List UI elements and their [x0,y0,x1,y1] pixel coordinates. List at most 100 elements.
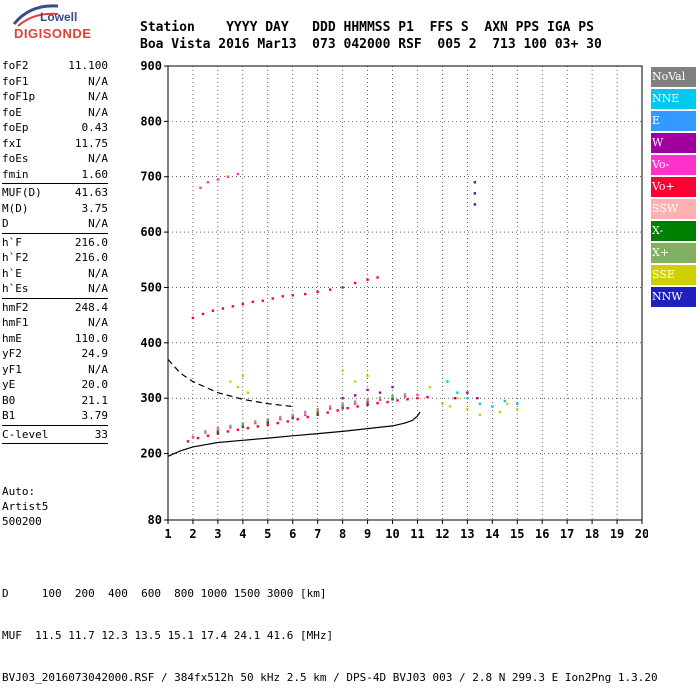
header-field-values: Boa Vista 2016 Mar13 073 042000 RSF 005 … [140,37,602,52]
echo-point [196,436,200,440]
echo-point [241,424,245,427]
echo-point [186,440,190,443]
echo-point [296,418,299,421]
param-row: yF1 N/A [2,362,108,378]
echo-point [231,305,235,308]
echo-point [306,415,309,419]
param-row: foEs N/A [2,151,108,167]
echo-point [503,399,506,403]
param-row: foF2 11.100 [2,58,108,74]
param-name: h`E [2,266,22,280]
param-row: yE 20.0 [2,377,108,393]
param-value: N/A [88,282,108,295]
param-name: foF2 [2,59,29,72]
echo-point [366,278,369,281]
echo-point [466,396,469,400]
x-tick-label: 7 [314,527,321,541]
x-tick-label: 6 [289,527,296,541]
echo-point [246,426,250,430]
echo-point [276,421,279,425]
param-row: M(D) 3.75 [2,201,108,217]
param-row: foF1p N/A [2,89,108,105]
legend-item: NoVal [651,67,696,87]
param-value: N/A [88,316,108,329]
echo-point [341,402,344,405]
legend-item: W [651,133,696,153]
echo-point [291,413,294,417]
echo-point [266,418,269,421]
echo-point [341,406,344,410]
x-tick-label: 4 [239,527,246,541]
param-row: MUF(D) 41.63 [2,185,108,201]
param-name: B1 [2,409,16,422]
logo-digisonde-text: DIGISONDE [14,26,92,41]
param-value: N/A [88,362,108,376]
param-value: 110.0 [74,331,108,345]
echo-point [453,396,457,400]
echo-point [254,421,257,425]
echo-point [216,178,220,181]
x-tick-label: 2 [189,527,196,541]
legend-item: Vo+ [651,177,696,197]
param-value: N/A [88,217,108,230]
legend-item: SSE [651,265,696,285]
echo-point [251,300,255,304]
param-name: D [2,217,9,230]
echo-point [378,391,382,394]
param-name: hmF2 [2,300,29,314]
autoscaling-info: Auto: Artist5 500200 [2,484,48,529]
echo-point [478,402,482,405]
echo-point [316,410,319,413]
echo-point [356,405,359,408]
echo-point [206,434,210,438]
echo-point [336,409,339,412]
echo-point [241,422,245,425]
param-name: foE [2,105,22,119]
echo-point [378,398,382,402]
scaled-parameters-panel: foF2 11.100 foF1 N/A foF1p N/A foE N/A foEp 0.43 f… [2,58,108,445]
echo-point [456,391,459,394]
echo-point [216,426,220,430]
param-row: D N/A [2,216,108,232]
legend-item: SSW [651,199,696,219]
param-value: 33 [94,427,108,441]
param-name: foF1p [2,90,36,103]
echo-point [261,299,264,302]
param-row: h`Es N/A [2,281,108,297]
param-value: 20.0 [81,378,109,391]
x-tick-label: 1 [164,527,171,541]
param-row: fmin 1.60 [2,167,108,183]
echo-point [498,410,501,414]
echo-point [281,295,284,298]
param-name: fmin [2,167,29,181]
echo-point [316,408,319,411]
echo-point [366,398,369,401]
y-tick-label: 400 [140,336,162,350]
profile-curve [167,411,421,457]
echo-point [516,408,519,411]
param-name: h`Es [2,282,29,295]
param-row: foE N/A [2,105,108,121]
auto-program: Artist5 [2,500,49,513]
y-tick-label: 200 [140,447,162,461]
logo-arc-icon [12,4,59,27]
param-row: fxI 11.75 [2,136,108,152]
echo-point [211,309,215,312]
header-field-names: Station YYYY DAY DDD HHMMSS P1 FFS S AXN… [140,20,594,35]
echo-point [386,400,389,404]
echo-point [478,413,482,417]
echo-point [466,408,469,411]
x-tick-label: 16 [535,527,549,541]
echo-point [428,385,432,389]
echo-point [241,302,245,306]
x-tick-label: 20 [635,527,648,541]
echo-point [416,393,419,397]
echo-point [328,405,332,408]
echo-point [291,294,294,297]
echo-point [353,380,357,383]
x-tick-label: 12 [435,527,449,541]
param-value: N/A [88,266,108,280]
echo-point [473,203,477,206]
legend-item: X- [651,221,696,241]
echo-point [403,393,407,396]
